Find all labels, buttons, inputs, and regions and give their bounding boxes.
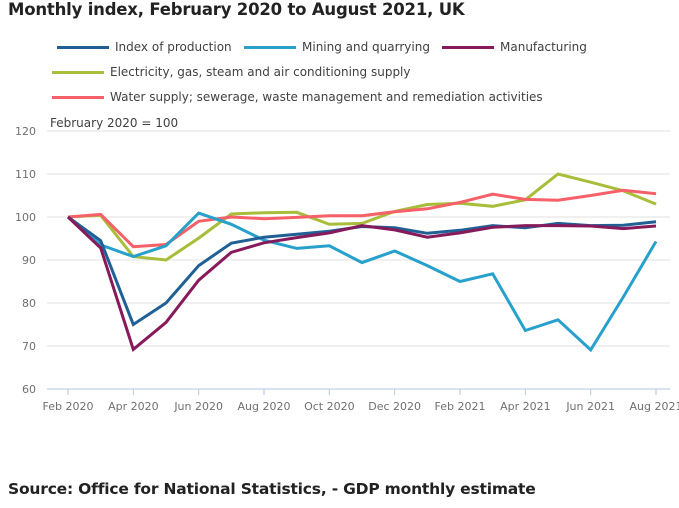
y-tick-label: 90 <box>22 254 36 267</box>
line-chart: 60 70 80 90 100 110 120 Feb 2020 Apr 2020 Jun 20… <box>15 125 679 413</box>
legend-label: Electricity, gas, steam and air conditio… <box>110 65 411 79</box>
x-tick-label: Apr 2021 <box>500 400 551 413</box>
x-tick-label: Dec 2020 <box>368 400 421 413</box>
source-note: Source: Office for National Statistics, … <box>8 480 536 498</box>
x-tick-label: Feb 2020 <box>43 400 94 413</box>
series-line-water-supply-sewerage-waste-management-and-remediation-activities <box>67 188 657 249</box>
legend-label: Manufacturing <box>500 40 587 54</box>
legend-item-water-supply[interactable]: Water supply; sewerage, waste management… <box>52 90 543 104</box>
legend-label: Index of production <box>115 40 232 54</box>
legend-item-manufacturing[interactable]: Manufacturing <box>442 40 587 54</box>
x-axis: Feb 2020 Apr 2020 Jun 2020 Aug 2020 Oct 2020… <box>43 388 679 413</box>
legend-item-mining-and-quarrying[interactable]: Mining and quarrying <box>244 40 430 54</box>
legend-swatch-icon <box>57 45 109 49</box>
x-tick-label: Oct 2020 <box>304 400 355 413</box>
x-tick-label: Jun 2021 <box>565 400 615 413</box>
y-axis-ticks: 60 70 80 90 100 110 120 <box>15 125 36 396</box>
y-tick-label: 70 <box>22 340 36 353</box>
series-line-electricity-gas-steam-and-air-conditioning-supply <box>67 172 657 262</box>
x-tick-label: Feb 2021 <box>435 400 486 413</box>
legend-swatch-icon <box>52 70 104 74</box>
legend-swatch-icon <box>244 45 296 49</box>
x-tick-label: Apr 2020 <box>108 400 159 413</box>
y-tick-label: 120 <box>15 125 36 138</box>
legend-swatch-icon <box>442 45 494 49</box>
y-tick-label: 80 <box>22 297 36 310</box>
chart-subtitle: February 2020 = 100 <box>50 116 179 130</box>
series-line-manufacturing <box>66 215 657 352</box>
chart-title: Monthly index, February 2020 to August 2… <box>8 0 465 19</box>
legend-label: Water supply; sewerage, waste management… <box>110 90 543 104</box>
legend-label: Mining and quarrying <box>302 40 430 54</box>
legend-swatch-icon <box>52 95 104 99</box>
x-tick-label: Aug 2021 <box>630 400 679 413</box>
y-tick-label: 60 <box>22 383 36 396</box>
series-line-index-of-production <box>67 215 657 327</box>
series-lines <box>66 172 658 353</box>
x-tick-label: Aug 2020 <box>238 400 291 413</box>
x-tick-label: Jun 2020 <box>173 400 223 413</box>
legend-item-index-of-production[interactable]: Index of production <box>57 40 232 54</box>
legend-item-electricity[interactable]: Electricity, gas, steam and air conditio… <box>52 65 411 79</box>
gridlines <box>47 130 670 347</box>
y-tick-label: 110 <box>15 168 36 181</box>
series-line-mining-and-quarrying <box>67 211 658 353</box>
y-tick-label: 100 <box>15 211 36 224</box>
